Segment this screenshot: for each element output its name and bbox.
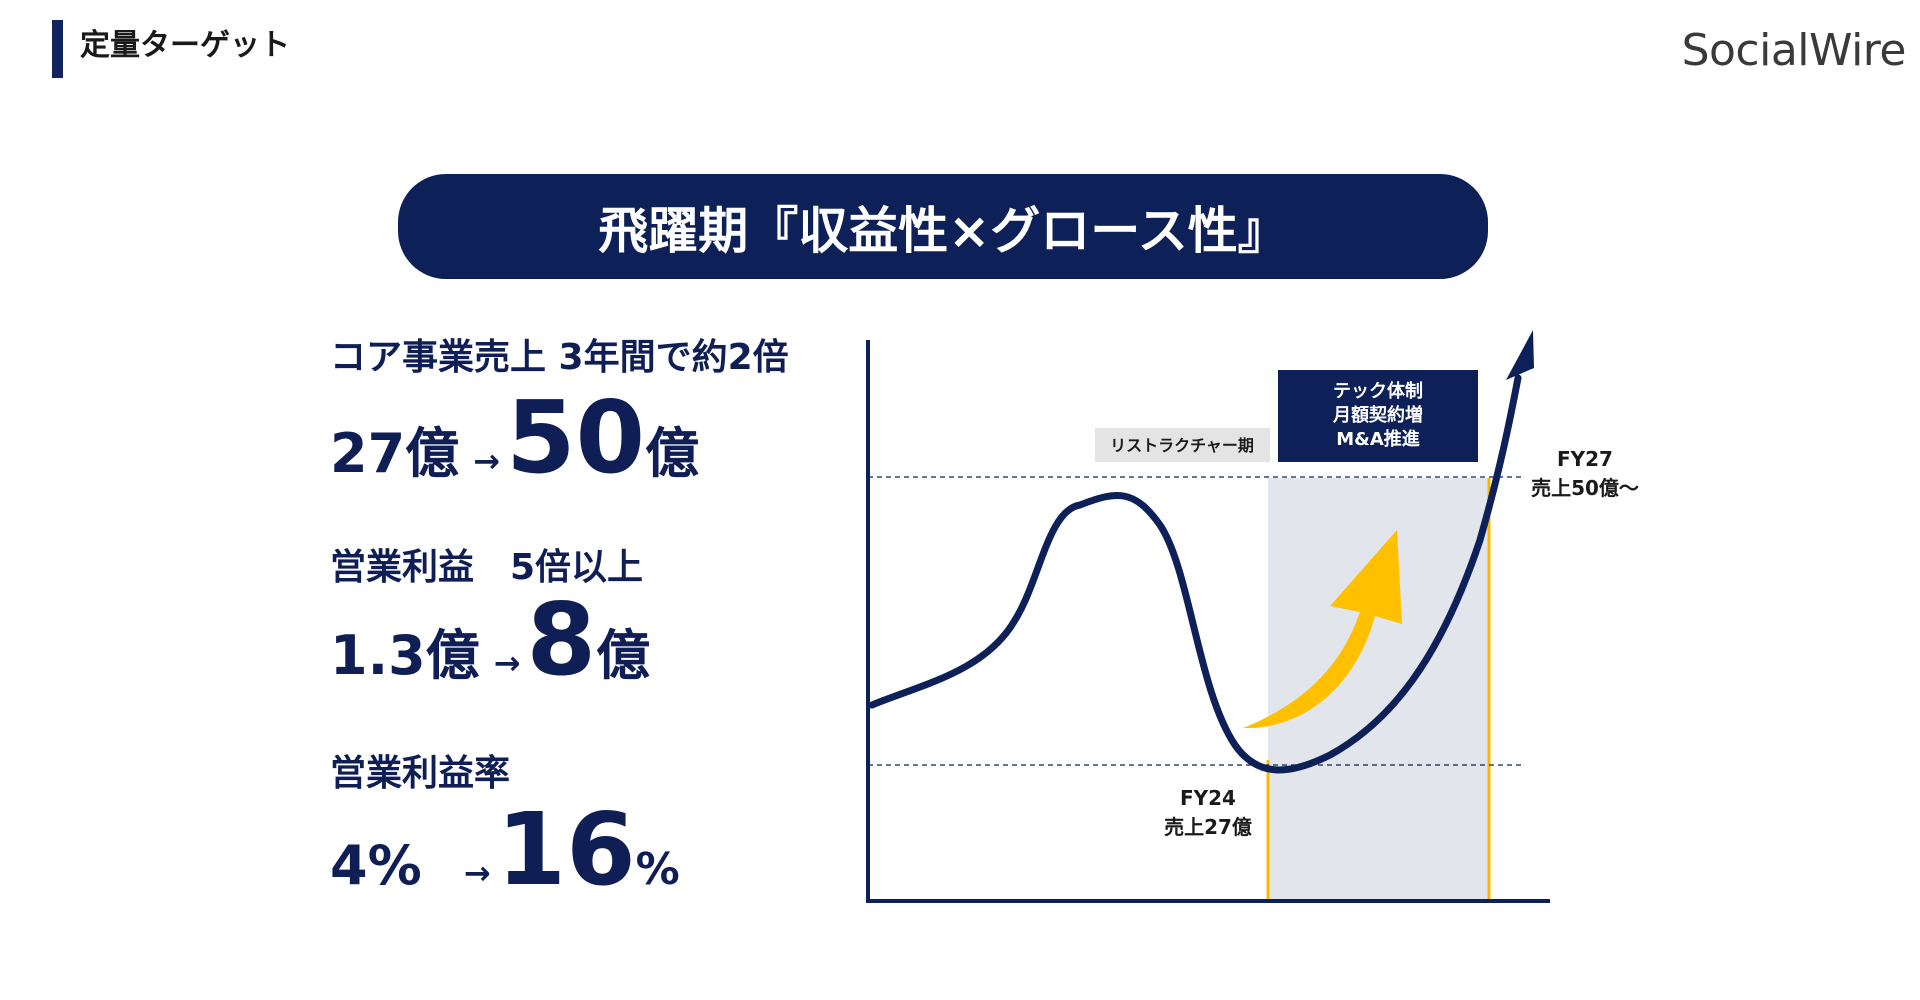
header-accent-bar xyxy=(52,20,63,78)
metric-from-value: 1.3億 xyxy=(330,624,480,687)
metric-label-operating-margin: 営業利益率 xyxy=(330,753,511,794)
metric-to-value: 8 xyxy=(526,581,597,698)
metric-to-value: 50 xyxy=(505,379,646,496)
metric-to-unit: 億 xyxy=(645,422,700,485)
arrow-right-icon: → xyxy=(493,644,521,682)
metric-label-operating-profit: 営業利益 5倍以上 xyxy=(330,547,644,588)
phase-box-line-3: M&A推進 xyxy=(1336,428,1420,450)
growth-arrow-icon xyxy=(1243,530,1402,729)
headline-text: 飛躍期『収益性×グロース性』 xyxy=(598,201,1288,260)
phase-box xyxy=(1278,370,1478,462)
growth-curve-line xyxy=(868,374,1522,774)
restructure-label: リストラクチャー期 xyxy=(1110,436,1254,455)
company-logo: SocialWire xyxy=(1681,25,1907,76)
metric-to-unit: 億 xyxy=(596,624,651,687)
metric-label-core-sales: コア事業売上 3年間で約2倍 xyxy=(330,337,789,378)
metric-from-value: 27億 xyxy=(330,422,460,485)
page-title: 定量ターゲット xyxy=(80,28,290,63)
growth-period-band xyxy=(1268,478,1489,900)
phase-box-line-2: 月額契約増 xyxy=(1332,404,1423,426)
metric-to-unit: % xyxy=(635,844,680,895)
metric-values-core-sales: 27億 → 50 億 xyxy=(330,388,699,488)
fy24-sales-label: 売上27億 xyxy=(1164,815,1252,839)
metric-from-value: 4% xyxy=(330,834,422,897)
curve-arrowhead-icon xyxy=(1506,330,1534,380)
arrow-right-icon: → xyxy=(463,854,491,892)
metric-to-value: 16 xyxy=(496,791,636,908)
restructure-label-bg xyxy=(1095,428,1270,462)
metric-values-operating-profit: 1.3億 → 8 億 xyxy=(330,590,650,690)
arrow-right-icon: → xyxy=(473,442,500,480)
headline-banner: 飛躍期『収益性×グロース性』 xyxy=(398,174,1488,279)
fy24-year-label: FY24 xyxy=(1180,786,1236,810)
phase-box-line-1: テック体制 xyxy=(1333,380,1423,402)
fy27-year-label: FY27 xyxy=(1557,447,1613,471)
fy27-sales-label: 売上50億～ xyxy=(1531,476,1639,500)
metric-values-operating-margin: 4% → 16 % xyxy=(330,800,680,900)
